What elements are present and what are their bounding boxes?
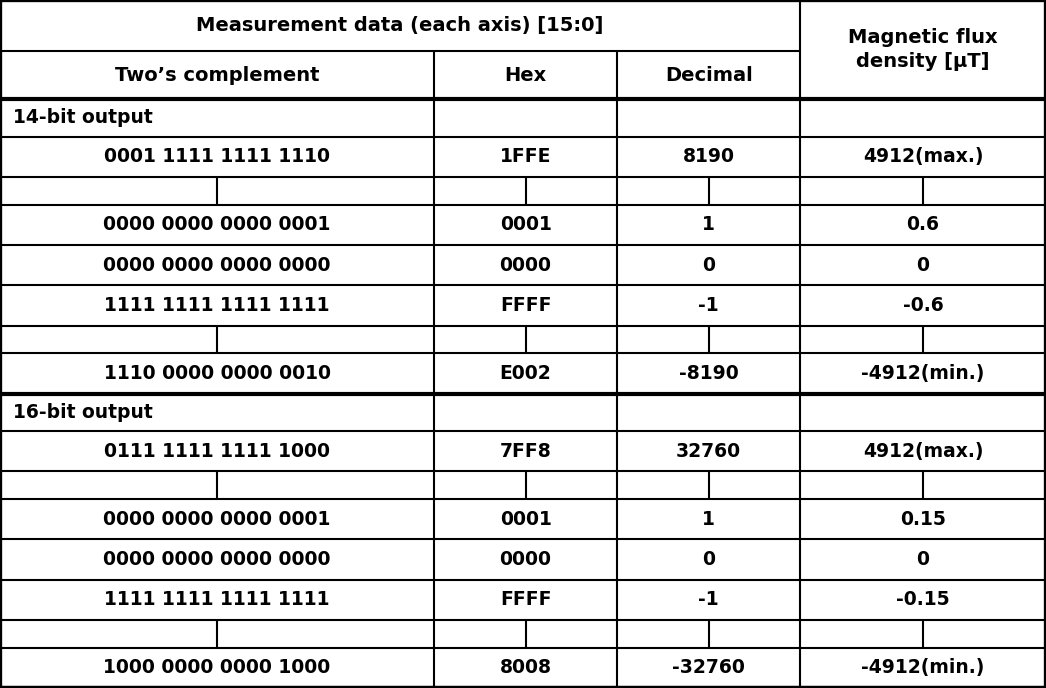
Text: 1111 1111 1111 1111: 1111 1111 1111 1111 <box>105 296 329 315</box>
Text: 1111 1111 1111 1111: 1111 1111 1111 1111 <box>105 590 329 610</box>
Text: Hex: Hex <box>504 66 547 85</box>
Text: FFFF: FFFF <box>500 296 551 315</box>
Text: 0: 0 <box>702 550 715 569</box>
Text: 0: 0 <box>916 550 930 569</box>
Text: -1: -1 <box>699 296 719 315</box>
Text: 0000 0000 0000 0000: 0000 0000 0000 0000 <box>104 550 331 569</box>
Text: Decimal: Decimal <box>665 66 752 85</box>
Text: 0: 0 <box>916 256 930 275</box>
Text: 0.15: 0.15 <box>901 510 946 528</box>
Text: 0001: 0001 <box>500 215 551 234</box>
Text: 0000: 0000 <box>500 550 551 569</box>
Text: 0000 0000 0000 0001: 0000 0000 0000 0001 <box>104 215 331 234</box>
Text: Two’s complement: Two’s complement <box>115 66 319 85</box>
Text: 0000 0000 0000 0001: 0000 0000 0000 0001 <box>104 510 331 528</box>
Text: 1: 1 <box>702 510 715 528</box>
Text: 0: 0 <box>702 256 715 275</box>
Text: -32760: -32760 <box>673 658 745 677</box>
Text: 14-bit output: 14-bit output <box>13 109 153 127</box>
Text: 0001 1111 1111 1110: 0001 1111 1111 1110 <box>104 147 331 166</box>
Text: -0.15: -0.15 <box>896 590 950 610</box>
Text: 0001: 0001 <box>500 510 551 528</box>
Text: 32760: 32760 <box>676 442 742 460</box>
Text: 8008: 8008 <box>500 658 551 677</box>
Text: 1110 0000 0000 0010: 1110 0000 0000 0010 <box>104 364 331 383</box>
Text: -4912(min.): -4912(min.) <box>862 658 984 677</box>
Text: 0000: 0000 <box>500 256 551 275</box>
Text: 0.6: 0.6 <box>907 215 939 234</box>
Text: 4912(max.): 4912(max.) <box>863 442 983 460</box>
Text: 0111 1111 1111 1000: 0111 1111 1111 1000 <box>104 442 331 460</box>
Text: 7FF8: 7FF8 <box>500 442 551 460</box>
Text: -8190: -8190 <box>679 364 738 383</box>
Text: -4912(min.): -4912(min.) <box>862 364 984 383</box>
Text: 8190: 8190 <box>683 147 734 166</box>
Text: 1000 0000 0000 1000: 1000 0000 0000 1000 <box>104 658 331 677</box>
Text: 4912(max.): 4912(max.) <box>863 147 983 166</box>
Text: 1FFE: 1FFE <box>500 147 551 166</box>
Text: -1: -1 <box>699 590 719 610</box>
Text: 0000 0000 0000 0000: 0000 0000 0000 0000 <box>104 256 331 275</box>
Text: E002: E002 <box>500 364 551 383</box>
Text: 1: 1 <box>702 215 715 234</box>
Text: FFFF: FFFF <box>500 590 551 610</box>
Text: Magnetic flux
density [μT]: Magnetic flux density [μT] <box>848 28 998 71</box>
Text: Measurement data (each axis) [15:0]: Measurement data (each axis) [15:0] <box>197 16 604 35</box>
Text: 16-bit output: 16-bit output <box>13 402 153 422</box>
Text: -0.6: -0.6 <box>903 296 943 315</box>
